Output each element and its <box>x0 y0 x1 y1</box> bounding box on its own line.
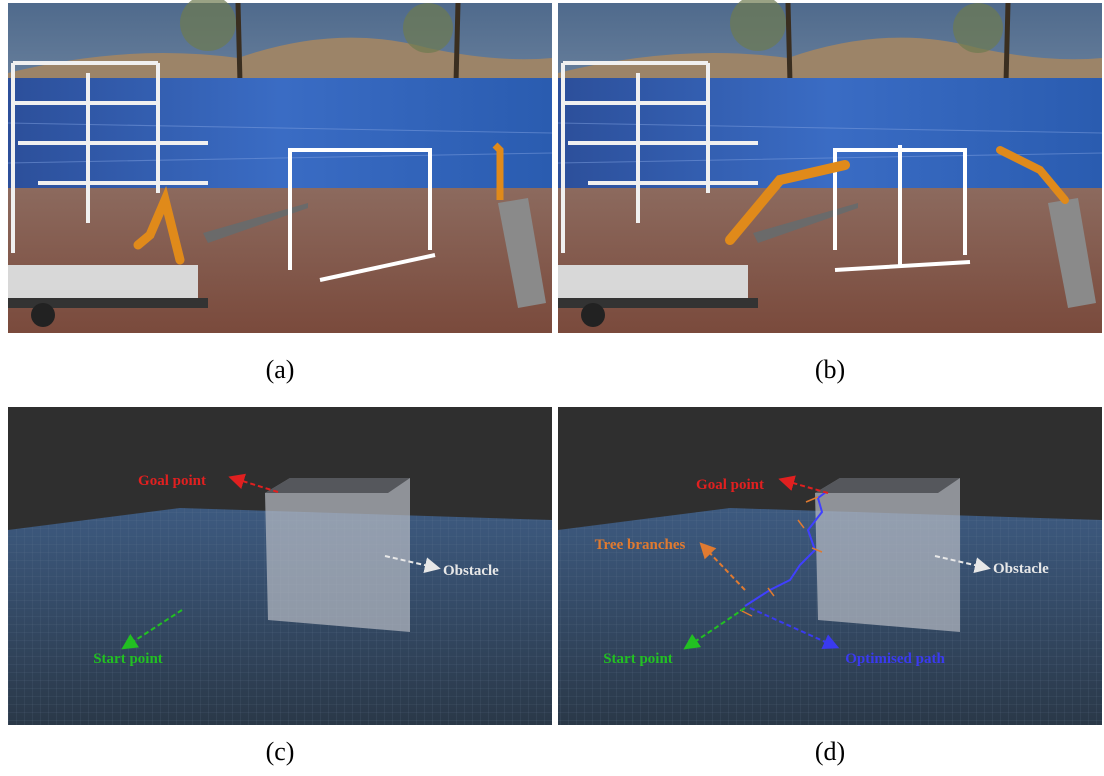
figure: (a) (b) Goal point Obstacle Start point … <box>0 0 1104 776</box>
start-label: Start point <box>93 651 163 667</box>
caption: (c) <box>266 737 295 766</box>
page: (a) (b) Goal point Obstacle Start point … <box>0 0 1104 776</box>
obstacle-label: Obstacle <box>993 561 1049 577</box>
goal-label: Goal point <box>696 477 764 493</box>
caption: (d) <box>815 737 845 766</box>
start-label: Start point <box>603 651 673 667</box>
path-label: Optimised path <box>845 651 945 667</box>
branches-label: Tree branches <box>595 537 686 553</box>
obstacle-label: Obstacle <box>443 563 499 579</box>
caption: (a) <box>266 355 295 384</box>
caption: (b) <box>815 355 845 384</box>
scene-render <box>8 0 552 333</box>
goal-label: Goal point <box>138 473 206 489</box>
